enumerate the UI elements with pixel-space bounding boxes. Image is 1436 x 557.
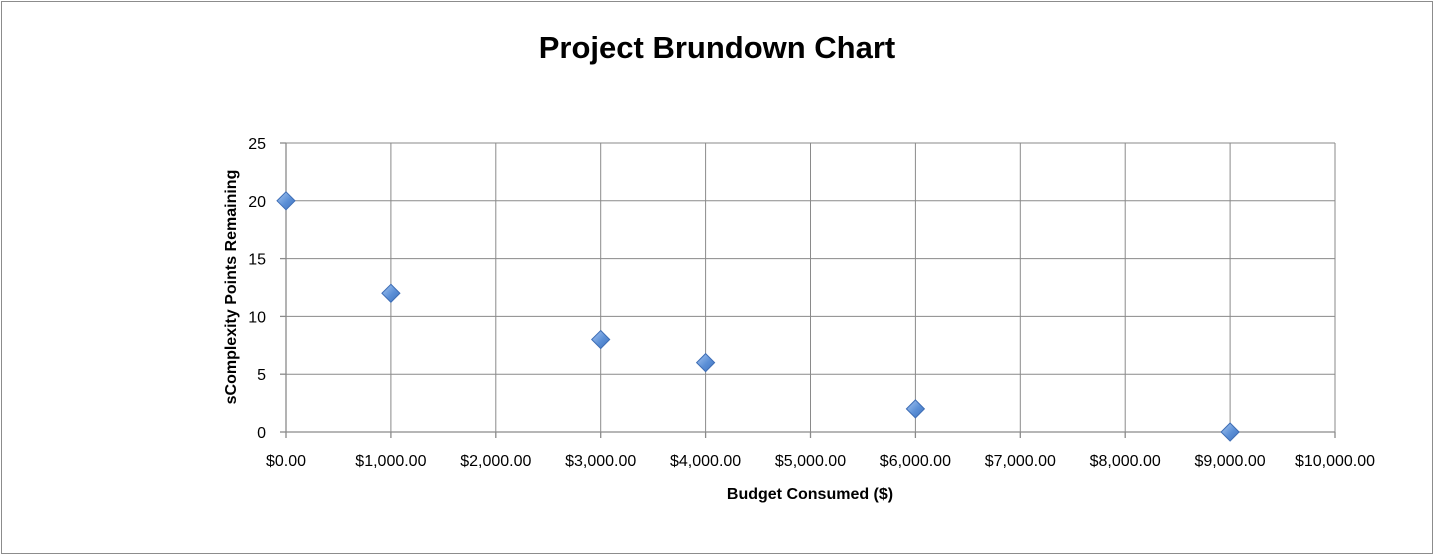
x-tick-label: $3,000.00 (565, 453, 636, 470)
x-tick-label: $0.00 (266, 453, 306, 470)
data-point-1 (381, 283, 401, 303)
x-axis-label: Budget Consumed ($) (727, 486, 893, 503)
data-point-4 (905, 399, 926, 419)
data-points (276, 191, 1240, 442)
x-tick-label: $6,000.00 (880, 453, 951, 470)
data-point-5 (1220, 422, 1240, 442)
y-axis-label: sComplexity Points Remaining (223, 170, 240, 405)
grid-lines (286, 142, 1336, 432)
y-tick-label: 25 (248, 136, 266, 153)
x-tick-label: $8,000.00 (1090, 453, 1161, 470)
y-tick-label: 20 (248, 194, 266, 211)
y-tick-label: 0 (257, 425, 266, 442)
y-tick-label: 15 (248, 252, 266, 269)
chart-title: Project Brundown Chart (539, 30, 896, 65)
x-tick-label: $9,000.00 (1195, 453, 1266, 470)
y-tick-label: 5 (257, 367, 266, 384)
tick-labels: $0.00 $1,000.00 $2,000.00 $3,000.00 $4,000.0… (248, 136, 1375, 470)
data-point-2 (590, 329, 611, 350)
x-tick-label: $10,000.00 (1295, 453, 1375, 470)
y-tick-label: 10 (248, 309, 266, 326)
x-tick-label: $2,000.00 (460, 453, 531, 470)
axes (280, 142, 1336, 438)
x-tick-label: $1,000.00 (355, 453, 426, 470)
x-tick-label: $5,000.00 (775, 453, 846, 470)
data-point-3 (695, 352, 716, 373)
data-point-0 (276, 191, 296, 211)
x-tick-label: $4,000.00 (670, 453, 741, 470)
x-tick-label: $7,000.00 (985, 453, 1056, 470)
